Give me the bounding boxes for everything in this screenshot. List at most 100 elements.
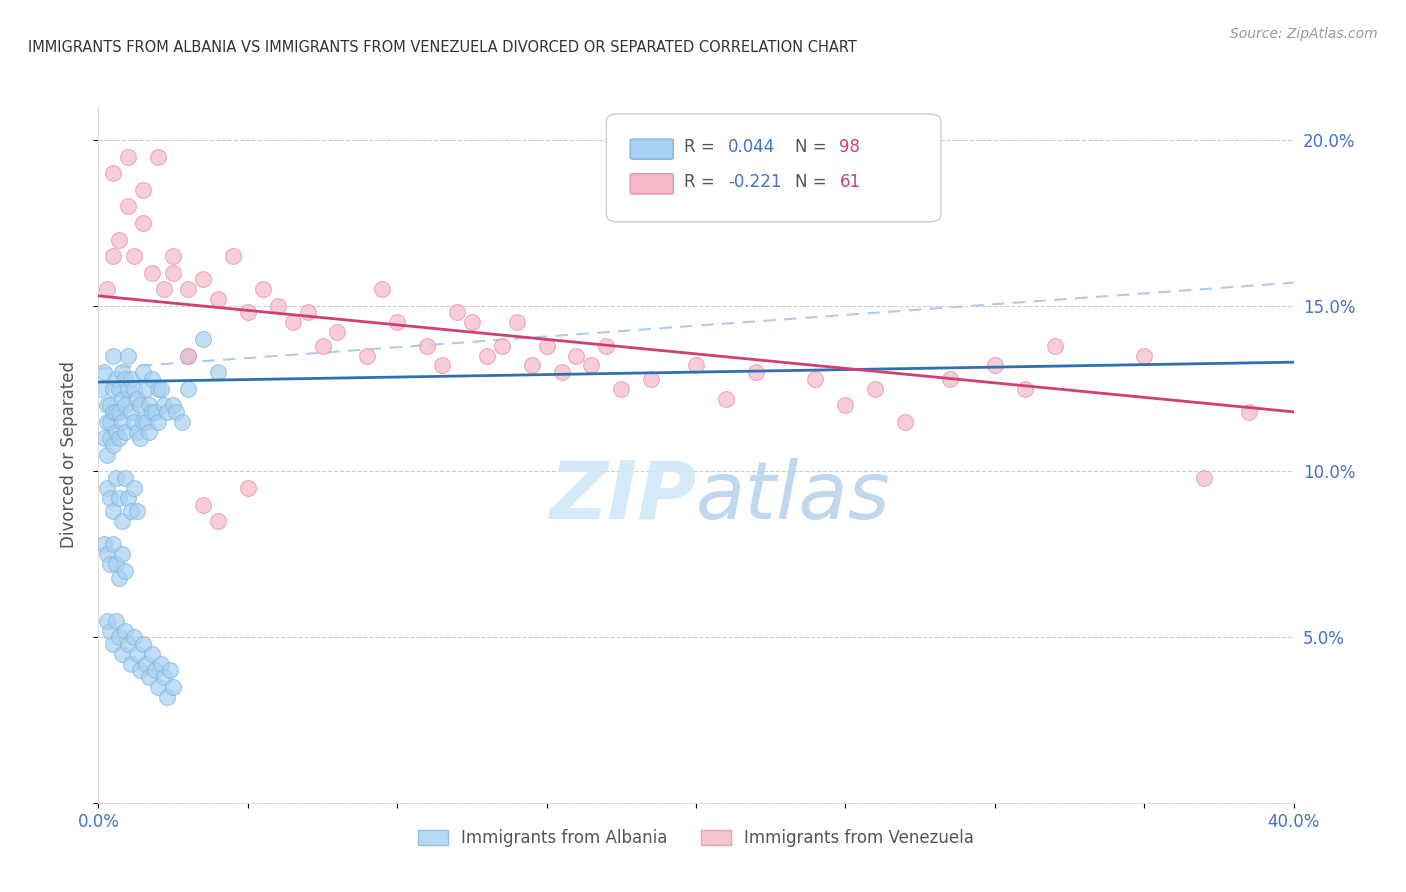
Point	[108, 382, 131, 396]
Point	[191, 332, 214, 346]
Point	[153, 398, 176, 412]
Point	[132, 365, 155, 379]
Point	[714, 392, 737, 406]
Point	[103, 249, 125, 263]
Point	[138, 670, 160, 684]
Point	[162, 398, 184, 412]
Point	[98, 431, 122, 445]
Point	[96, 398, 118, 412]
Point	[191, 272, 214, 286]
Point	[550, 365, 572, 379]
Point	[103, 349, 125, 363]
Point	[117, 349, 139, 363]
Point	[135, 657, 157, 671]
Point	[153, 282, 176, 296]
Point	[162, 266, 184, 280]
Point	[141, 266, 163, 280]
Point	[124, 481, 146, 495]
Point	[135, 382, 157, 396]
Point	[124, 415, 146, 429]
Text: N =: N =	[796, 173, 832, 191]
Point	[114, 624, 136, 638]
Point	[105, 405, 128, 419]
Point	[172, 415, 194, 429]
Point	[127, 425, 149, 439]
Point	[148, 680, 170, 694]
Point	[1133, 349, 1156, 363]
Text: 98: 98	[839, 138, 860, 156]
Point	[267, 299, 290, 313]
Point	[939, 372, 962, 386]
Text: Source: ZipAtlas.com: Source: ZipAtlas.com	[1230, 27, 1378, 41]
Point	[162, 249, 184, 263]
Point	[138, 425, 160, 439]
Point	[120, 657, 142, 671]
Point	[148, 150, 170, 164]
Point	[506, 315, 529, 329]
Point	[156, 690, 179, 704]
Point	[141, 405, 163, 419]
Point	[90, 382, 112, 396]
Point	[685, 359, 707, 373]
Point	[446, 305, 468, 319]
Point	[117, 382, 139, 396]
Point	[105, 614, 128, 628]
Point	[565, 349, 588, 363]
Point	[120, 504, 142, 518]
Point	[103, 382, 125, 396]
Point	[162, 680, 184, 694]
Point	[236, 481, 259, 495]
Point	[595, 338, 617, 352]
Point	[111, 392, 134, 406]
Point	[103, 504, 125, 518]
Point	[103, 438, 125, 452]
Point	[108, 491, 131, 505]
Point	[117, 637, 139, 651]
Point	[894, 415, 917, 429]
Point	[461, 315, 484, 329]
Point	[127, 392, 149, 406]
Point	[138, 398, 160, 412]
Point	[96, 547, 118, 561]
Point	[371, 282, 394, 296]
Point	[385, 315, 409, 329]
Point	[236, 305, 259, 319]
Point	[117, 150, 139, 164]
Point	[132, 216, 155, 230]
Point	[148, 415, 170, 429]
Point	[120, 372, 142, 386]
Point	[148, 382, 170, 396]
Point	[105, 558, 128, 572]
Point	[252, 282, 274, 296]
Point	[105, 425, 128, 439]
Point	[143, 405, 166, 419]
Point	[536, 338, 558, 352]
Point	[984, 359, 1007, 373]
Point	[93, 537, 115, 551]
Point	[111, 365, 134, 379]
Point	[141, 372, 163, 386]
Point	[150, 657, 173, 671]
Point	[98, 491, 122, 505]
Point	[114, 425, 136, 439]
Point	[114, 398, 136, 412]
Point	[127, 504, 149, 518]
Point	[96, 614, 118, 628]
Point	[114, 372, 136, 386]
Point	[207, 292, 229, 306]
Point	[93, 365, 115, 379]
Point	[177, 349, 200, 363]
Point	[117, 491, 139, 505]
Y-axis label: Divorced or Separated: Divorced or Separated	[59, 361, 77, 549]
Point	[127, 647, 149, 661]
Point	[124, 630, 146, 644]
Point	[610, 382, 633, 396]
Point	[177, 282, 200, 296]
Point	[105, 372, 128, 386]
Point	[491, 338, 513, 352]
Point	[111, 647, 134, 661]
FancyBboxPatch shape	[606, 114, 941, 222]
Text: R =: R =	[685, 138, 720, 156]
Point	[1237, 405, 1260, 419]
Point	[129, 663, 152, 677]
